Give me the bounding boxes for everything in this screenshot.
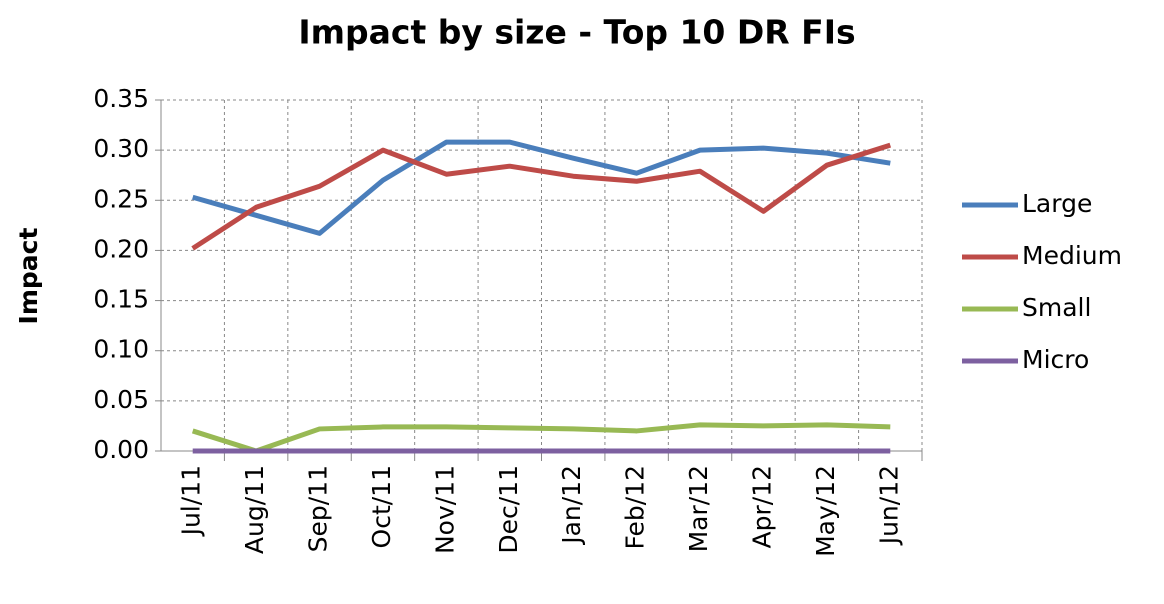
x-tick-label: Feb/12 xyxy=(621,465,650,550)
legend-label: Small xyxy=(1022,293,1091,322)
x-tick-label: Apr/12 xyxy=(747,465,776,548)
y-tick-label: 0.25 xyxy=(93,184,149,213)
line-series xyxy=(191,422,891,454)
y-tick-label: 0.00 xyxy=(93,435,149,464)
y-tick-label: 0.15 xyxy=(93,285,149,314)
x-tick-label: Oct/11 xyxy=(367,465,396,548)
y-tick-label: 0.10 xyxy=(93,335,149,364)
legend-label: Medium xyxy=(1022,241,1122,270)
chart-title: Impact by size - Top 10 DR FIs xyxy=(298,13,855,52)
x-tick-label: Mar/12 xyxy=(684,465,713,552)
line-series xyxy=(191,142,892,251)
x-tick-label: Nov/11 xyxy=(430,465,459,554)
x-tick-label: Sep/11 xyxy=(304,465,333,552)
y-tick-label: 0.35 xyxy=(93,84,149,113)
y-axis-title: Impact xyxy=(14,228,43,325)
y-tick-label: 0.30 xyxy=(93,134,149,163)
y-tick-label: 0.20 xyxy=(93,234,149,263)
legend-label: Micro xyxy=(1022,345,1089,374)
x-tick-label: Jul/11 xyxy=(177,465,206,537)
line-series xyxy=(192,139,891,236)
x-tick-label: May/12 xyxy=(811,465,840,557)
y-tick-label: 0.05 xyxy=(93,385,149,414)
x-tick-label: Jun/12 xyxy=(874,465,903,546)
legend-label: Large xyxy=(1022,189,1092,218)
x-tick-label: Jan/12 xyxy=(557,465,586,546)
x-tick-label: Dec/11 xyxy=(494,465,523,554)
x-tick-label: Aug/11 xyxy=(240,465,269,554)
